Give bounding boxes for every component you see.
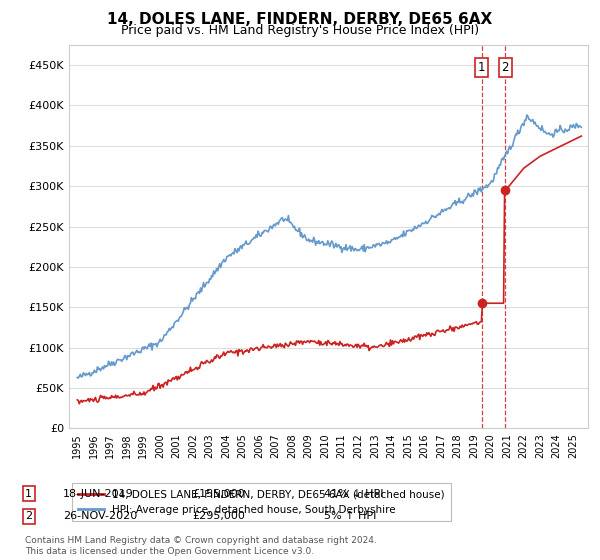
Legend: 14, DOLES LANE, FINDERN, DERBY, DE65 6AX (detached house), HPI: Average price, d: 14, DOLES LANE, FINDERN, DERBY, DE65 6AX… — [71, 483, 451, 521]
Text: Contains HM Land Registry data © Crown copyright and database right 2024.
This d: Contains HM Land Registry data © Crown c… — [25, 536, 377, 556]
Text: 18-JUN-2019: 18-JUN-2019 — [63, 489, 134, 499]
Text: 2: 2 — [502, 61, 509, 74]
Text: £155,000: £155,000 — [192, 489, 245, 499]
Text: 5% ↑ HPI: 5% ↑ HPI — [324, 511, 376, 521]
Text: 1: 1 — [478, 61, 485, 74]
Text: 2: 2 — [25, 511, 32, 521]
Text: 26-NOV-2020: 26-NOV-2020 — [63, 511, 137, 521]
Text: £295,000: £295,000 — [192, 511, 245, 521]
Text: 14, DOLES LANE, FINDERN, DERBY, DE65 6AX: 14, DOLES LANE, FINDERN, DERBY, DE65 6AX — [107, 12, 493, 27]
Text: 41% ↓ HPI: 41% ↓ HPI — [324, 489, 383, 499]
Text: 1: 1 — [25, 489, 32, 499]
Text: Price paid vs. HM Land Registry's House Price Index (HPI): Price paid vs. HM Land Registry's House … — [121, 24, 479, 36]
